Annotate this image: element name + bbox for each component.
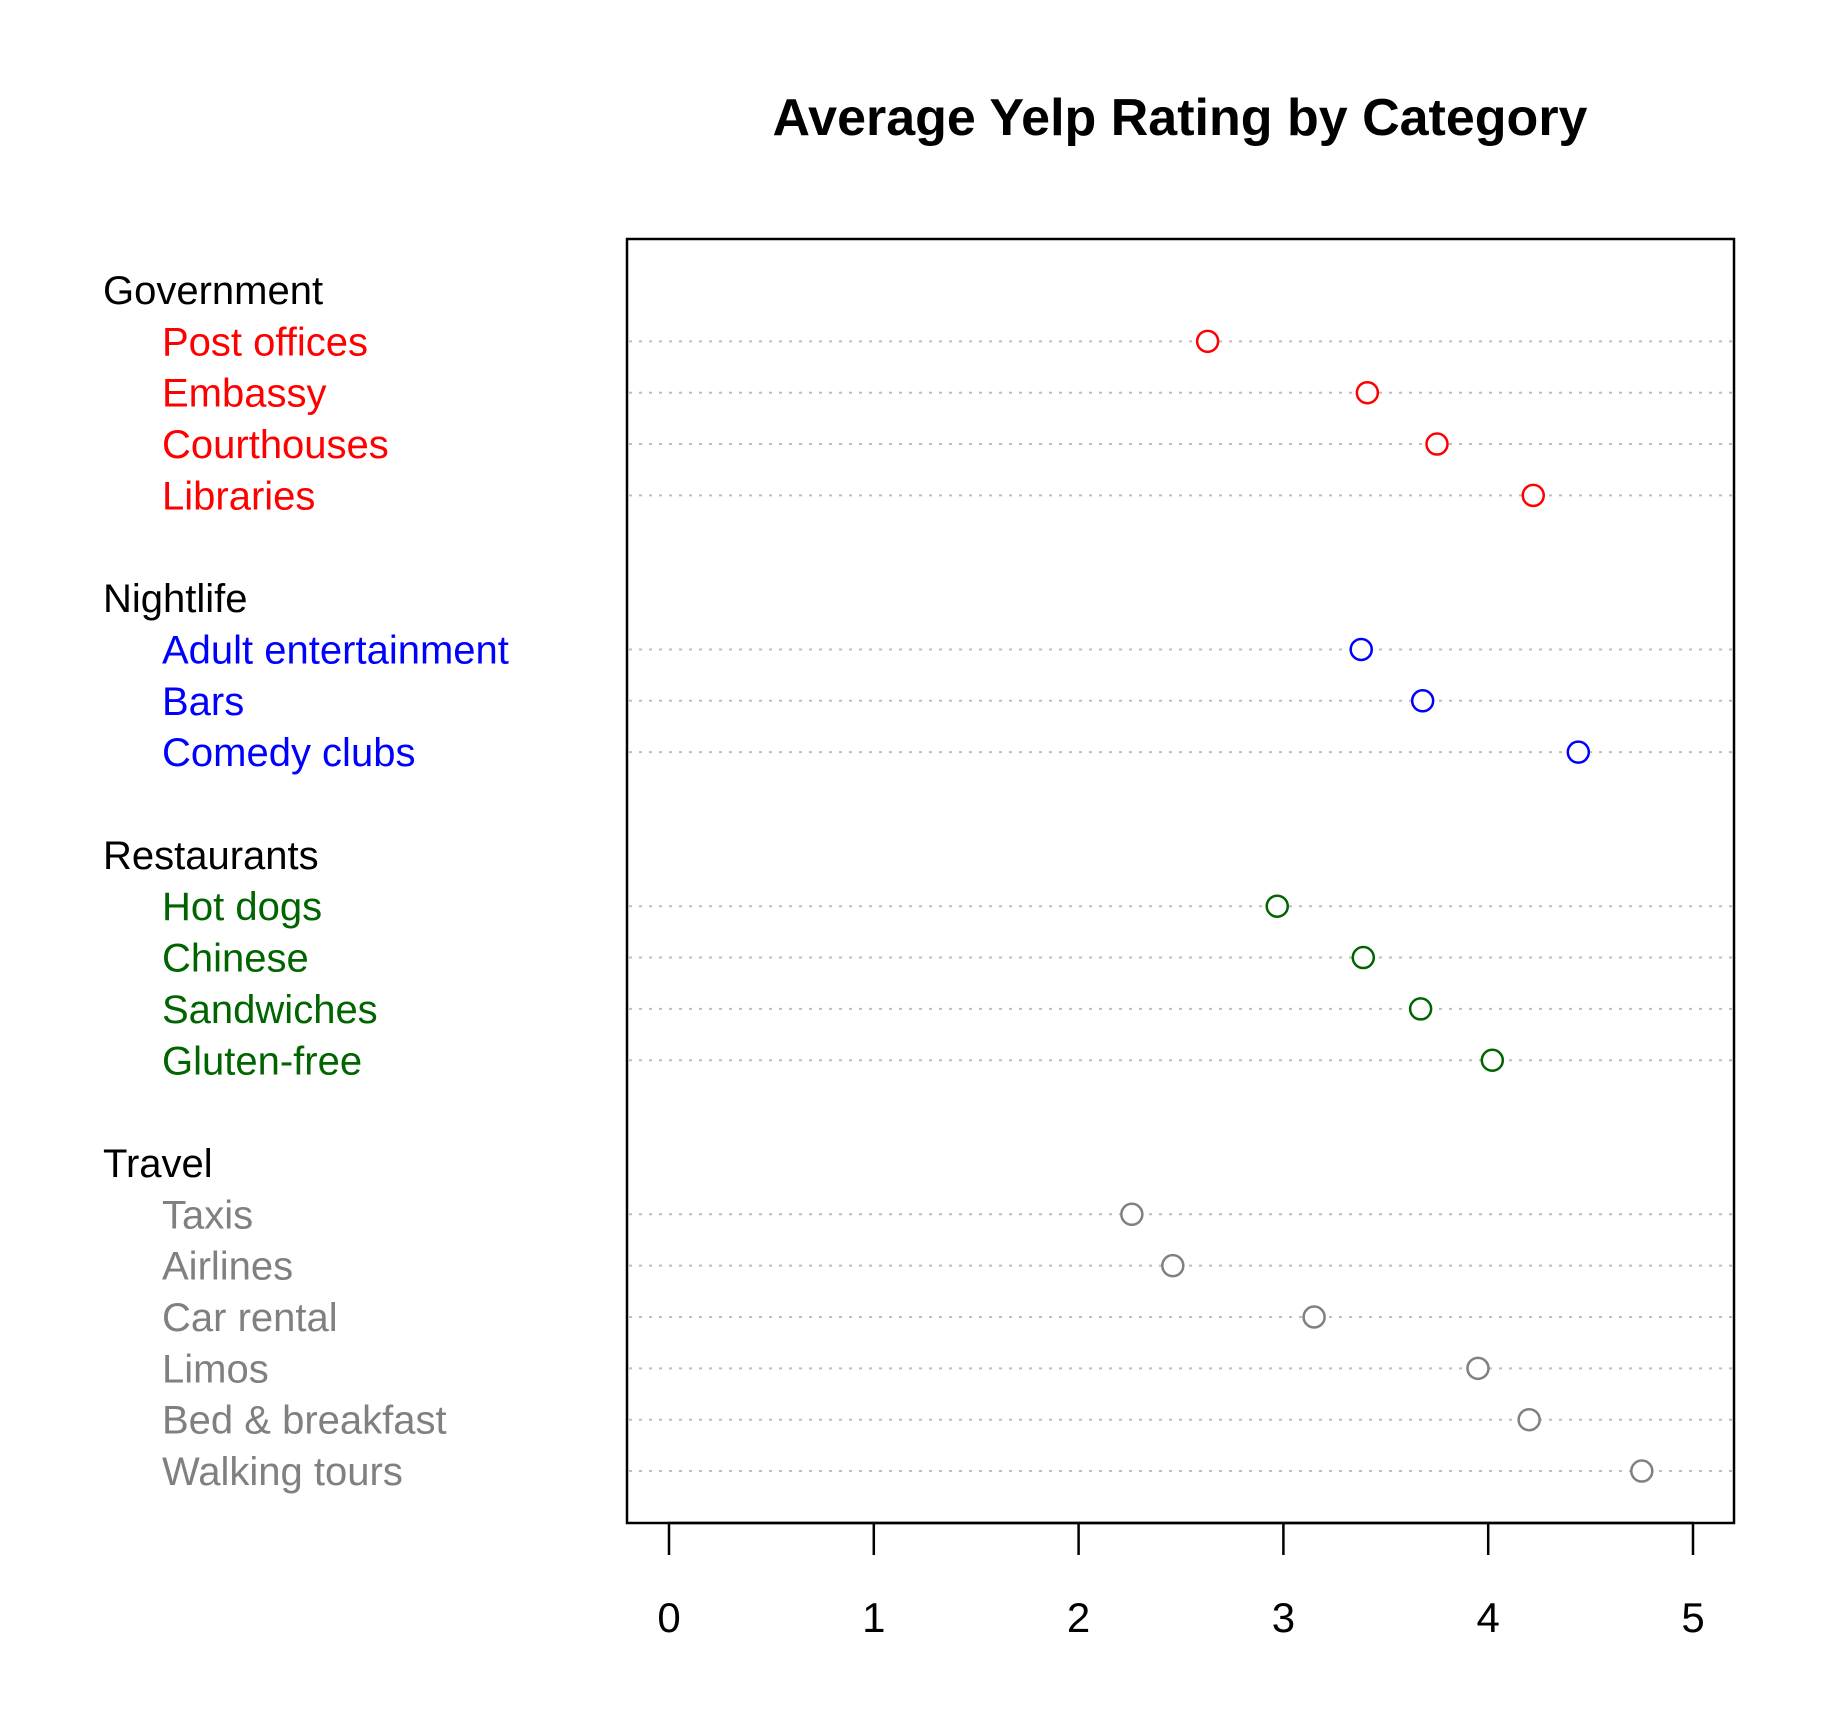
data-point [1355, 380, 1380, 405]
item-label: Limos [162, 1347, 269, 1391]
x-tick-label: 0 [657, 1594, 680, 1641]
group-label: Travel [103, 1142, 213, 1186]
data-point [1408, 997, 1433, 1021]
item-label: Post offices [162, 320, 368, 364]
data-point [1120, 1202, 1144, 1227]
item-label: Sandwiches [162, 988, 378, 1032]
item-label: Comedy clubs [162, 731, 415, 775]
item-label: Taxis [162, 1193, 253, 1237]
data-point [1630, 1459, 1654, 1483]
data-point [1351, 945, 1376, 970]
data-point [1425, 432, 1449, 456]
group-label: Nightlife [103, 577, 248, 621]
chart-title: Average Yelp Rating by Category [773, 89, 1588, 147]
x-tick-label: 1 [862, 1594, 885, 1641]
data-point [1480, 1048, 1505, 1072]
data-point [1195, 329, 1220, 354]
item-label: Gluten-free [162, 1039, 362, 1083]
group-label: Government [103, 269, 323, 313]
data-point [1161, 1253, 1185, 1278]
data-point [1566, 740, 1591, 764]
plot-frame [625, 237, 1736, 1525]
item-label: Hot dogs [162, 885, 322, 929]
item-label: Car rental [162, 1296, 338, 1340]
data-point [1302, 1305, 1326, 1329]
item-label: Airlines [162, 1245, 293, 1289]
x-tick-label: 5 [1681, 1594, 1704, 1641]
x-tick-label: 4 [1477, 1594, 1500, 1641]
item-label: Bed & breakfast [162, 1399, 447, 1443]
data-point [1517, 1407, 1541, 1432]
item-label: Courthouses [162, 423, 389, 467]
item-label: Embassy [162, 372, 327, 416]
data-point [1521, 483, 1546, 508]
item-label: Bars [162, 680, 244, 724]
item-label: Chinese [162, 937, 309, 981]
group-label: Restaurants [103, 834, 319, 878]
item-label: Adult entertainment [162, 628, 509, 672]
data-point [1265, 894, 1290, 918]
data-point [1410, 689, 1435, 713]
data-point [1466, 1356, 1490, 1381]
item-label: Walking tours [162, 1450, 403, 1494]
x-tick-label: 3 [1272, 1594, 1295, 1641]
data-point [1349, 637, 1373, 662]
item-label: Libraries [162, 474, 315, 518]
x-tick-label: 2 [1067, 1594, 1090, 1641]
